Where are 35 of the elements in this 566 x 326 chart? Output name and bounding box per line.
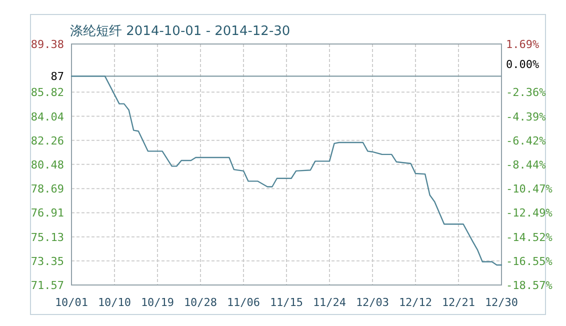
line-series <box>70 76 502 266</box>
y2-tick-label: -4.39% <box>506 110 546 124</box>
y2-tick-label: -12.49% <box>506 206 553 220</box>
x-tick-label: 11/15 <box>270 296 304 309</box>
y-tick-label: 76.91 <box>30 206 64 220</box>
y2-tick-label: -18.57% <box>506 279 553 292</box>
y2-tick-label: 0.00% <box>506 58 540 72</box>
y2-tick-label: -14.52% <box>506 230 553 244</box>
y-tick-label: 73.35 <box>30 254 64 268</box>
y-tick-label: 78.69 <box>30 182 64 196</box>
y-tick-label: 84.04 <box>30 110 64 124</box>
x-tick-label: 10/28 <box>184 296 218 309</box>
y2-tick-label: 1.69% <box>506 38 540 51</box>
x-tick-label: 12/30 <box>484 296 518 309</box>
chart-title: 涤纶短纤 2014-10-01 - 2014-12-30 <box>70 24 290 39</box>
y2-tick-label: -6.42% <box>506 134 546 148</box>
y2-tick-label: -2.36% <box>506 86 546 100</box>
y-tick-label: 75.13 <box>30 230 64 244</box>
x-tick-label: 10/01 <box>54 296 88 309</box>
y2-tick-label: -8.44% <box>506 158 546 172</box>
y-tick-label: 85.82 <box>30 86 64 100</box>
y-tick-label: 71.57 <box>30 279 64 292</box>
x-tick-label: 12/21 <box>442 296 476 309</box>
y2-tick-label: -10.47% <box>506 182 553 196</box>
x-tick-label: 11/06 <box>226 296 260 309</box>
y-tick-label: 82.26 <box>30 134 64 148</box>
y-tick-label: 89.38 <box>30 38 64 51</box>
x-tick-label: 11/24 <box>312 296 346 309</box>
x-tick-label: 12/12 <box>398 296 432 309</box>
y-tick-label: 80.48 <box>30 158 64 172</box>
ref-line-label: 87 <box>50 70 64 84</box>
x-tick-label: 10/19 <box>140 296 174 309</box>
y2-tick-label: -16.55% <box>506 254 553 268</box>
x-tick-label: 12/03 <box>356 296 390 309</box>
x-tick-label: 10/10 <box>98 296 132 309</box>
